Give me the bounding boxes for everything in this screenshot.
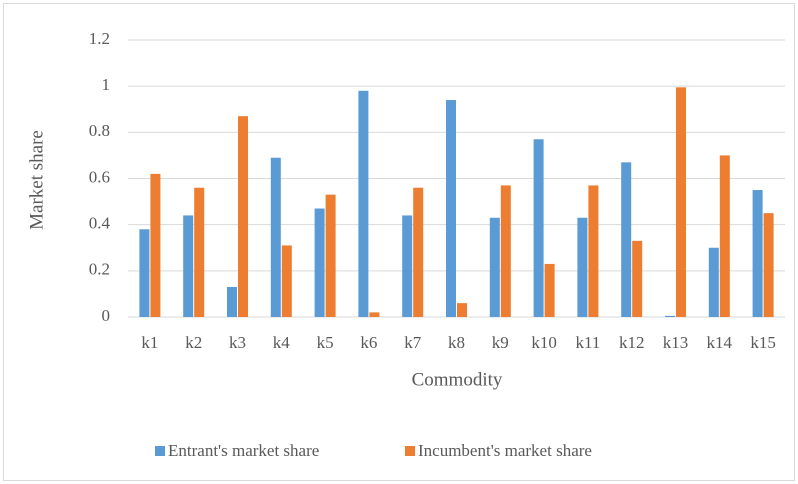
x-tick-label: k8 [448,333,465,352]
bar [676,87,686,317]
bar [369,312,380,317]
bar [457,303,467,317]
bar [314,208,325,317]
bar [227,286,237,317]
legend-swatch [405,446,415,456]
y-tick-label: 1.2 [89,29,110,48]
y-tick-label: 0.2 [89,260,110,279]
x-tick-label: k14 [707,333,733,352]
bar [632,240,643,317]
x-tick-label: k3 [229,333,246,352]
x-tick-label: k1 [141,333,158,352]
x-tick-label: k6 [360,333,377,352]
bar [500,185,511,317]
bar [533,139,544,317]
x-tick-label: k15 [750,333,776,352]
legend-label: Incumbent's market share [418,441,592,460]
y-tick-label: 0.4 [89,214,111,233]
x-tick-label: k13 [663,333,689,352]
legend-swatch [155,446,165,456]
bar [150,173,161,317]
bar [588,185,599,317]
bar [270,157,281,317]
bar [139,229,150,317]
bar [325,194,336,317]
bar [489,217,500,317]
bar [183,215,194,317]
x-tick-label: k9 [492,333,509,352]
chart-border [3,3,795,481]
x-axis-title: Commodity [412,369,503,390]
bar [752,190,763,317]
x-tick-label: k12 [619,333,645,352]
bar [577,217,588,317]
bar [238,116,248,317]
bar [544,263,555,317]
x-tick-label: k4 [273,333,291,352]
x-tick-label: k11 [575,333,600,352]
bar [413,187,424,317]
x-tick-label: k7 [404,333,422,352]
bar [402,215,413,317]
y-axis-title: Market share [26,130,47,230]
bar [708,247,719,317]
y-tick-label: 0.6 [89,167,110,186]
bar [719,155,730,317]
x-tick-label: k2 [185,333,202,352]
legend-label: Entrant's market share [168,441,319,460]
bar [446,100,456,318]
x-tick-label: k5 [317,333,334,352]
bar [194,187,205,317]
y-tick-label: 0.8 [89,121,110,140]
y-tick-label: 1 [102,75,111,94]
bar [281,245,292,317]
x-tick-label: k10 [531,333,557,352]
y-tick-label: 0 [102,306,111,325]
bar [665,315,675,317]
bar [763,213,774,317]
bar [358,90,369,318]
bar [621,162,632,317]
